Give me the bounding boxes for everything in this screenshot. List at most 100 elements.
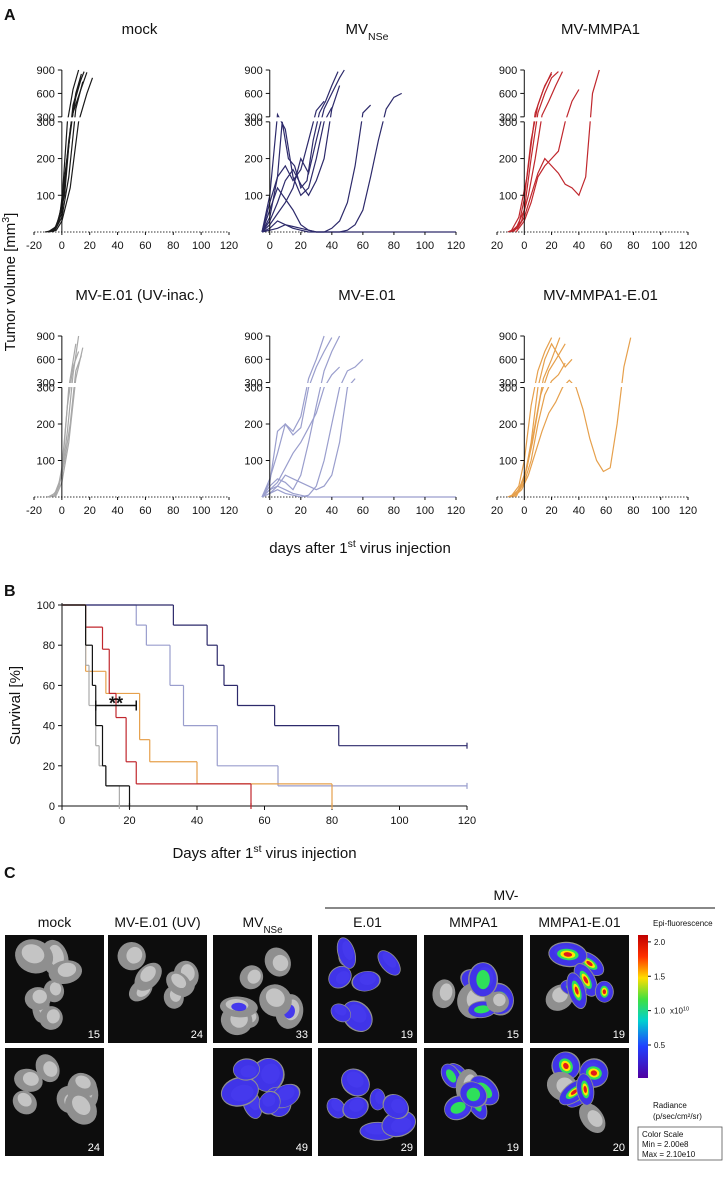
- signal-peak: [602, 989, 607, 995]
- colorbar-tick-label: 1.5: [654, 972, 666, 981]
- y-tick-label: 200: [244, 154, 262, 166]
- x-tick-label: 0: [59, 240, 65, 252]
- tissue-highlight: [21, 944, 45, 964]
- signal: [370, 1089, 385, 1110]
- signal-mid: [466, 1087, 481, 1102]
- tissue-image: 19: [318, 935, 417, 1043]
- x-tick-label: 0: [59, 505, 65, 517]
- x-tick-label: 20: [84, 505, 96, 517]
- chart-title: MV-MMPA1-E.01: [543, 287, 658, 304]
- y-tick-label: 300: [499, 378, 517, 390]
- y-tick-label: 300: [499, 117, 517, 129]
- x-tick-label: 80: [167, 240, 179, 252]
- signal: [231, 1002, 247, 1012]
- y-tick-label: 600: [499, 88, 517, 100]
- x-tick-label: 80: [326, 815, 338, 827]
- tumor-line: [512, 71, 564, 233]
- signal-peak: [563, 952, 573, 957]
- y-tick-label: 100: [499, 456, 517, 468]
- signal-peak: [586, 960, 593, 967]
- x-tick-label: 0: [59, 815, 65, 827]
- x-tick-label: 120: [220, 240, 238, 252]
- y-tick-label: 900: [499, 331, 517, 343]
- colorbar: [638, 935, 648, 1078]
- y-tick-label: 900: [244, 65, 262, 77]
- x-tick-label: 0: [521, 240, 527, 252]
- colorbar-unit-title: Radiance: [653, 1101, 687, 1110]
- tumor-line: [510, 72, 553, 233]
- x-axis-label-part: st: [348, 538, 356, 550]
- signal: [337, 938, 356, 968]
- x-axis-label-part: Days after 1: [172, 845, 253, 862]
- signal: [221, 1078, 258, 1106]
- panel-label: A: [4, 7, 16, 24]
- x-tick-label: 120: [447, 240, 465, 252]
- x-tick-label: 40: [326, 505, 338, 517]
- tumor-line: [515, 89, 580, 233]
- y-tick-label: 600: [36, 354, 54, 366]
- tile-count: 19: [507, 1142, 519, 1154]
- tissue-image: 15: [5, 935, 104, 1043]
- y-tick-label: 900: [36, 65, 54, 77]
- column-header: E.01: [353, 914, 382, 930]
- tissue-highlight: [140, 966, 156, 982]
- x-tick-label: 100: [652, 505, 670, 517]
- tissue-image: 19: [424, 1048, 523, 1156]
- axis-break: [260, 117, 458, 122]
- tumor-line: [51, 72, 88, 233]
- x-tick-label: 80: [627, 505, 639, 517]
- signal-peak: [583, 1085, 587, 1094]
- tumor-line: [515, 343, 566, 498]
- y-tick-label: 100: [37, 600, 55, 612]
- y-tick-label: 300: [499, 383, 517, 395]
- x-tick-label: 0: [267, 505, 273, 517]
- x-tick-label: 80: [627, 240, 639, 252]
- tissue-image: 29: [318, 1048, 417, 1156]
- x-tick-label: 120: [679, 240, 697, 252]
- column-header-part: NSe: [263, 925, 283, 936]
- colorbar-multiplier-part: x10: [670, 1007, 683, 1016]
- x-tick-label: 60: [357, 240, 369, 252]
- tile-count: 49: [296, 1142, 308, 1154]
- x-axis-label-part: st: [253, 843, 261, 855]
- signal: [233, 1059, 260, 1080]
- x-tick-label: 100: [390, 815, 408, 827]
- tile-count: 19: [613, 1029, 625, 1041]
- tumor-line: [261, 186, 456, 233]
- y-tick-label: 900: [499, 65, 517, 77]
- x-tick-label: 100: [652, 240, 670, 252]
- colorbar-multiplier-part: 10: [683, 1007, 689, 1013]
- y-tick-label: 200: [36, 419, 54, 431]
- y-axis-label-part: 3: [0, 217, 12, 223]
- colorbar-tick-label: 0.5: [654, 1041, 666, 1050]
- axis-break: [32, 117, 231, 122]
- y-tick-label: 300: [499, 112, 517, 124]
- x-tick-label: 80: [167, 505, 179, 517]
- x-tick-label: 20: [491, 505, 503, 517]
- y-tick-label: 60: [43, 680, 55, 692]
- axis-break: [495, 117, 690, 122]
- y-tick-label: 20: [43, 761, 55, 773]
- tumor-line: [50, 351, 80, 498]
- scale-max: Max = 2.10e10: [642, 1150, 696, 1159]
- tissue-highlight: [247, 969, 261, 984]
- y-tick-label: 100: [499, 190, 517, 202]
- signal-mid: [476, 969, 490, 990]
- x-tick-label: 0: [267, 240, 273, 252]
- signal-mid: [445, 1069, 457, 1083]
- tissue-image: 24: [5, 1048, 104, 1156]
- signal: [343, 1001, 372, 1031]
- x-tick-label: 80: [388, 505, 400, 517]
- y-tick-label: 200: [499, 419, 517, 431]
- tumor-line: [47, 77, 94, 233]
- colorbar-multiplier: x1010: [670, 1007, 689, 1016]
- axis-break: [260, 383, 458, 388]
- y-axis-label: Tumor volume [mm3]: [0, 213, 19, 352]
- chart-title-part: MV: [346, 21, 369, 38]
- x-tick-label: 20: [84, 240, 96, 252]
- signal: [378, 950, 400, 975]
- signal: [343, 1097, 368, 1119]
- column-header: MMPA1: [449, 914, 498, 930]
- chart-title-part: NSe: [368, 31, 389, 43]
- chart-title: mock: [122, 21, 158, 38]
